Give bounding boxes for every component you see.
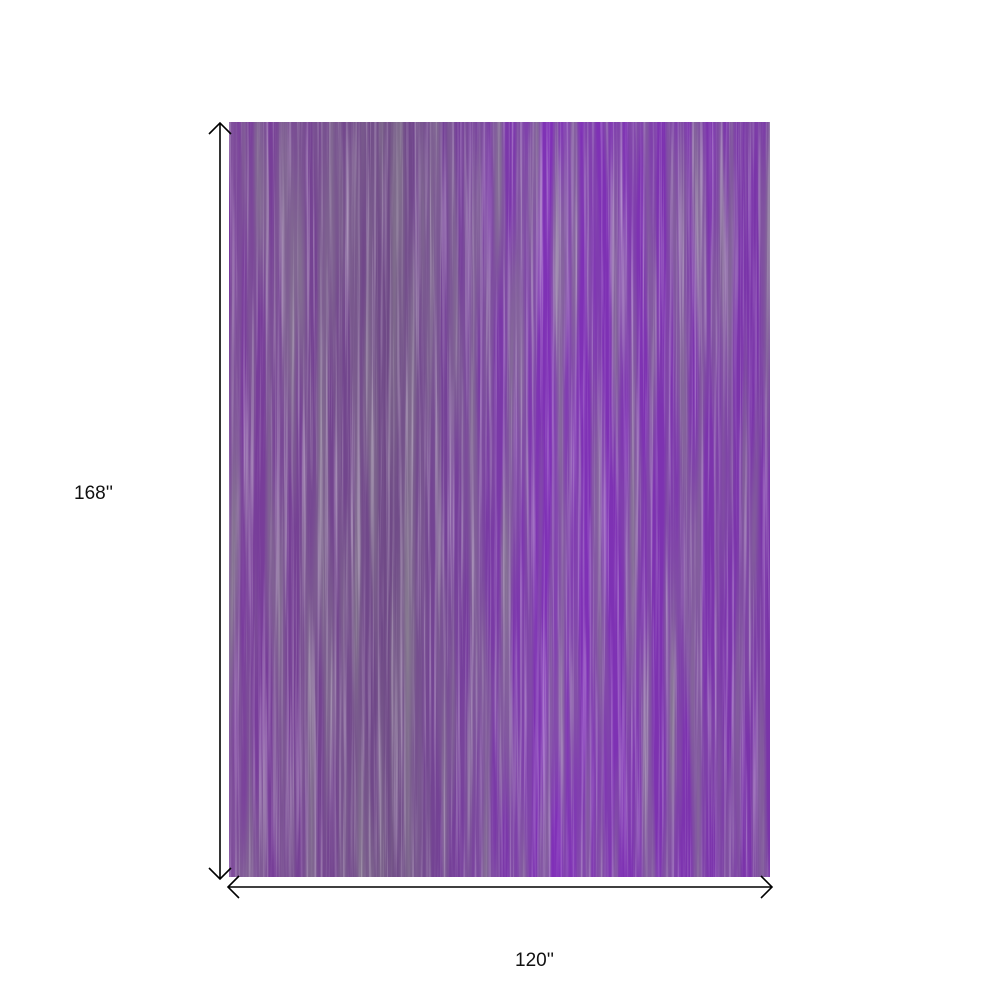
height-arrow-head-top bbox=[208, 121, 232, 135]
height-arrow-head-bottom bbox=[208, 867, 232, 881]
height-label: 168'' bbox=[74, 483, 113, 504]
rug-image bbox=[229, 122, 770, 877]
width-arrow-head-right bbox=[760, 875, 774, 899]
width-arrow-head-left bbox=[226, 875, 240, 899]
width-label: 120'' bbox=[515, 950, 554, 971]
